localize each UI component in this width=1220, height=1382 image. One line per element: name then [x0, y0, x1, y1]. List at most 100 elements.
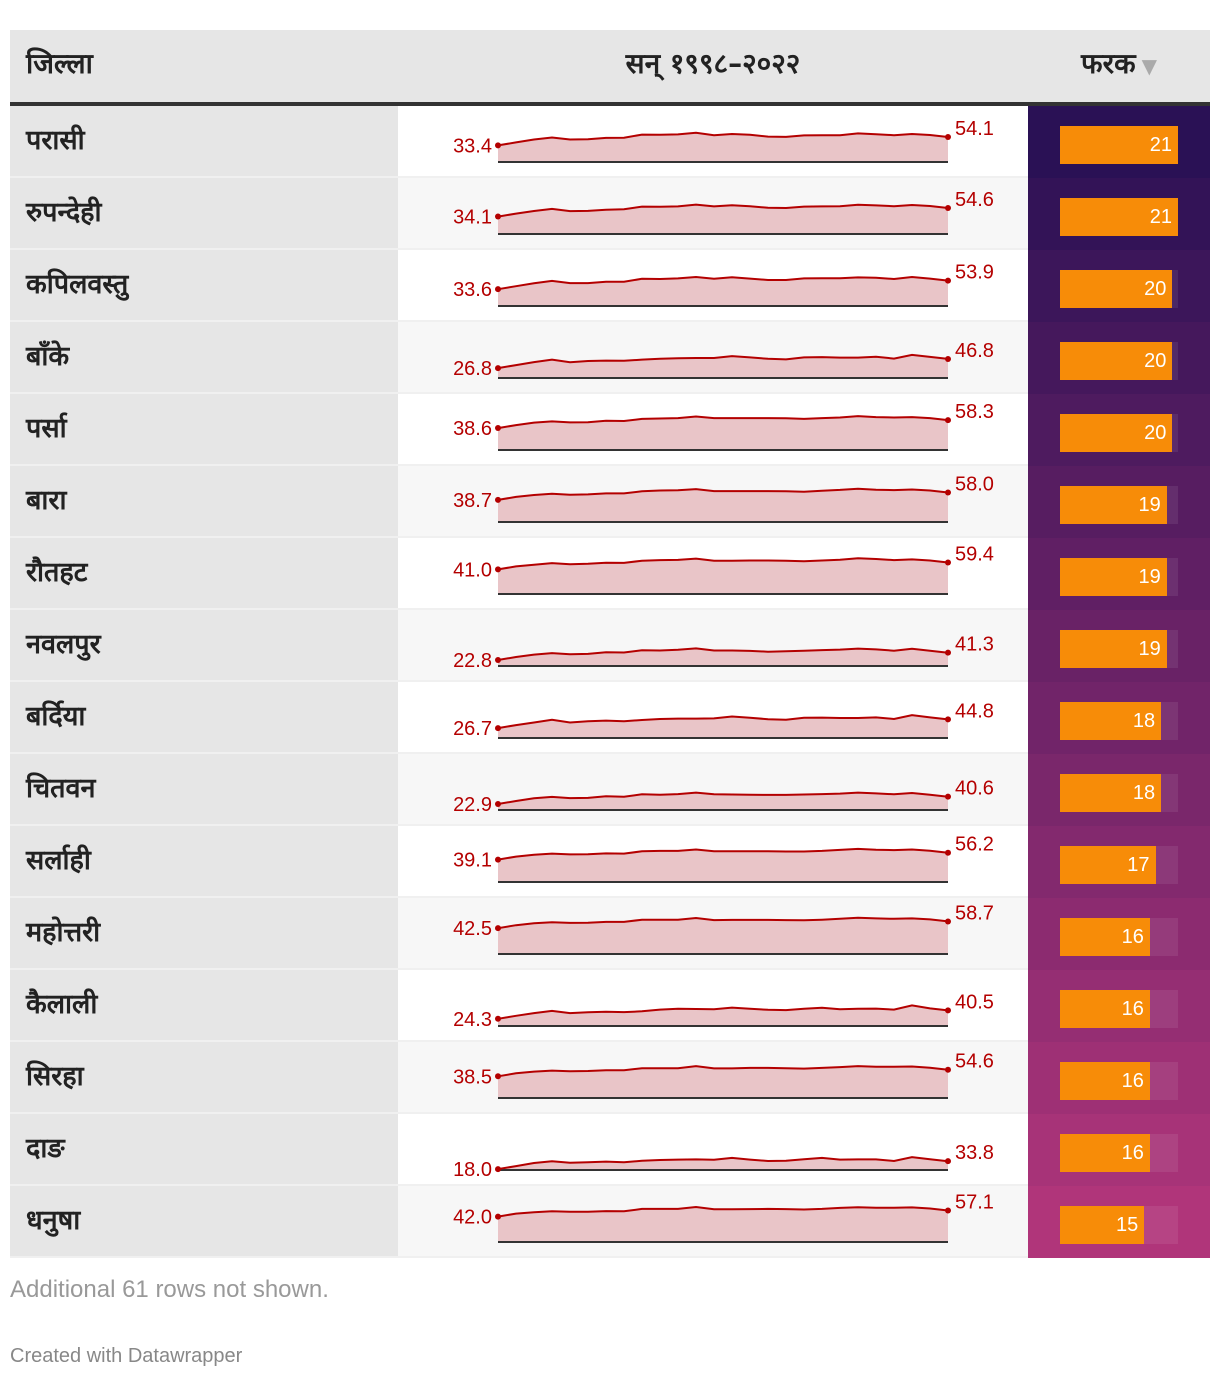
district-name: कैलाली: [26, 989, 98, 1020]
district-name: चितवन: [26, 773, 96, 804]
difference-bar: 20: [1060, 270, 1173, 308]
sparkline-area: [498, 917, 948, 954]
difference-bar-track: 20: [1060, 414, 1178, 452]
sparkline-start-value: 22.8: [453, 650, 492, 672]
sparkline-chart: 41.0 59.4: [453, 543, 994, 595]
sparkline-area: [498, 848, 948, 882]
sparkline-end-value: 58.0: [955, 474, 994, 496]
sparkline-area: [498, 558, 948, 594]
difference-value: 20: [1144, 350, 1167, 372]
table-row: रुपन्देही 34.1 54.6 21: [10, 178, 1210, 250]
sparkline-cell: 42.0 57.1: [398, 1186, 1028, 1258]
sparkline-area: [498, 1207, 948, 1242]
sparkline-end-value: 56.2: [955, 834, 994, 856]
sparkline-line: [497, 353, 949, 370]
district-cell: सर्लाही: [10, 826, 398, 898]
sparkline-chart: 38.7 58.0: [453, 474, 994, 523]
row-divider: [10, 680, 1028, 682]
sparkline-start-dot: [495, 1073, 501, 1080]
table-row: बाँके 26.8 46.8 20: [10, 322, 1210, 394]
district-name: कपिलवस्तु: [26, 269, 129, 300]
district-cell: कैलाली: [10, 970, 398, 1042]
sparkline-start-value: 26.7: [453, 718, 492, 740]
difference-cell: 21: [1028, 178, 1210, 250]
district-cell: दाङ: [10, 1114, 398, 1186]
column-header-diff[interactable]: फरक ▼: [1028, 30, 1210, 102]
sparkline-start-dot: [495, 365, 501, 372]
difference-bar-track: 21: [1060, 198, 1178, 236]
table-row: कपिलवस्तु 33.6 53.9 20: [10, 250, 1210, 322]
difference-value: 21: [1149, 206, 1172, 228]
difference-bar-track: 15: [1060, 1206, 1178, 1244]
sparkline-start-dot: [495, 1166, 501, 1173]
sort-descending-icon[interactable]: ▼: [1141, 54, 1157, 78]
sparkline-cell: 26.7 44.8: [398, 682, 1028, 754]
sparkline-cell: 22.8 41.3: [398, 610, 1028, 682]
sparkline-end-dot: [945, 849, 951, 856]
district-name: रौतहट: [26, 557, 88, 588]
difference-bar: 16: [1060, 990, 1150, 1028]
sparkline-end-value: 44.8: [955, 700, 994, 722]
sparkline-start-dot: [495, 856, 501, 863]
sparkline-cell: 33.6 53.9: [398, 250, 1028, 322]
district-cell: महोत्तरी: [10, 898, 398, 970]
sparkline-line: [497, 1065, 949, 1078]
row-divider: [10, 536, 1028, 538]
difference-cell: 16: [1028, 970, 1210, 1042]
sparkline-cell: 38.5 54.6: [398, 1042, 1028, 1114]
sparkline-end-dot: [945, 1066, 951, 1073]
sparkline-chart: 33.4 54.1: [453, 118, 994, 163]
sparkline-start-value: 42.0: [453, 1207, 492, 1229]
sparkline-chart: 26.7 44.8: [453, 700, 994, 740]
sparkline-area: [498, 132, 948, 162]
column-header-years[interactable]: सन् १९९८–२०२२: [398, 30, 1028, 102]
sparkline-start-dot: [495, 425, 501, 432]
sparkline-end-dot: [945, 417, 951, 424]
row-divider: [10, 176, 1028, 178]
row-divider: [10, 824, 1028, 826]
datawrapper-credit[interactable]: Created with Datawrapper: [10, 1345, 243, 1367]
difference-bar-track: 19: [1060, 558, 1178, 596]
difference-value: 19: [1138, 566, 1161, 588]
sparkline-start-dot: [495, 657, 501, 664]
difference-bar-track: 16: [1060, 990, 1178, 1028]
sparkline-chart: 42.0 57.1: [453, 1191, 994, 1243]
sparkline-start-value: 33.6: [453, 279, 492, 301]
row-divider: [10, 464, 1028, 466]
row-divider: [10, 608, 1028, 610]
difference-bar: 17: [1060, 846, 1156, 884]
difference-bar: 19: [1060, 558, 1167, 596]
difference-cell: 18: [1028, 682, 1210, 754]
column-header-district[interactable]: जिल्ला: [26, 30, 93, 102]
sparkline-start-value: 34.1: [453, 207, 492, 229]
sparkline-start-value: 39.1: [453, 850, 492, 872]
sparkline-line: [497, 1156, 949, 1171]
difference-cell: 17: [1028, 826, 1210, 898]
sparkline-start-value: 38.5: [453, 1066, 492, 1088]
sparkline-line: [497, 916, 949, 930]
difference-bar: 21: [1060, 198, 1178, 236]
table-row: सर्लाही 39.1 56.2 17: [10, 826, 1210, 898]
sparkline-chart: 22.8 41.3: [453, 634, 994, 672]
difference-value: 15: [1116, 1214, 1139, 1236]
district-cell: बाँके: [10, 322, 398, 394]
district-name: परासी: [26, 125, 85, 156]
difference-bar: 20: [1060, 342, 1173, 380]
sparkline-cell: 38.6 58.3: [398, 394, 1028, 466]
sparkline-end-dot: [945, 489, 951, 496]
sparkline-cell: 22.9 40.6: [398, 754, 1028, 826]
table-row: धनुषा 42.0 57.1 15: [10, 1186, 1210, 1258]
sparkline-end-dot: [945, 355, 951, 362]
sparkline-cell: 26.8 46.8: [398, 322, 1028, 394]
difference-value: 16: [1121, 998, 1144, 1020]
difference-value: 18: [1132, 782, 1156, 804]
district-cell: नवलपुर: [10, 610, 398, 682]
table-row: सिरहा 38.5 54.6 16: [10, 1042, 1210, 1114]
sparkline-end-value: 58.3: [955, 401, 994, 423]
row-divider: [10, 392, 1028, 394]
table-row: नवलपुर 22.8 41.3 19: [10, 610, 1210, 682]
data-table: जिल्ला सन् १९९८–२०२२ फरक ▼ परासी 33.4 54.1 2…: [10, 30, 1210, 1258]
sparkline-end-dot: [945, 134, 951, 141]
sparkline-start-value: 33.4: [453, 135, 492, 157]
difference-value: 16: [1121, 926, 1144, 948]
